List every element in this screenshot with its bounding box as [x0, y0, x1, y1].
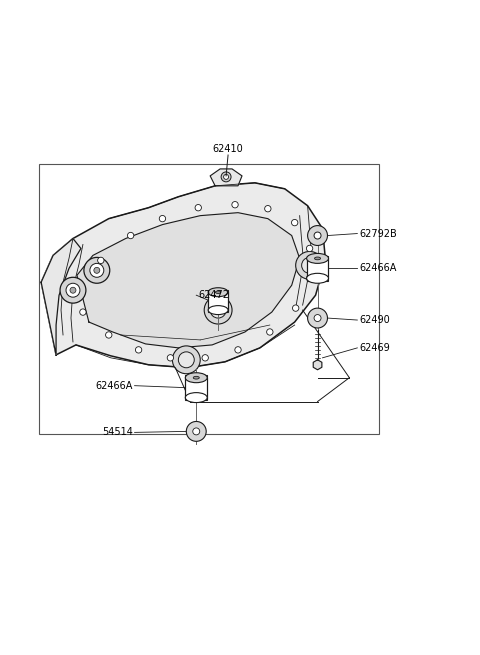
Circle shape [215, 307, 221, 313]
Circle shape [60, 277, 86, 303]
Circle shape [296, 252, 324, 279]
Ellipse shape [307, 253, 328, 263]
Circle shape [210, 302, 226, 318]
Polygon shape [77, 213, 300, 348]
Circle shape [195, 204, 202, 211]
Circle shape [84, 257, 110, 283]
Text: 62472: 62472 [198, 290, 229, 300]
Circle shape [308, 225, 327, 246]
Bar [39, 164, 379, 434]
Circle shape [314, 232, 321, 239]
Ellipse shape [185, 373, 207, 383]
Circle shape [224, 174, 228, 179]
Circle shape [232, 202, 238, 208]
Text: 54514: 54514 [102, 428, 132, 438]
Ellipse shape [216, 291, 221, 293]
Circle shape [179, 352, 194, 367]
Ellipse shape [307, 273, 328, 283]
Ellipse shape [185, 392, 207, 403]
Circle shape [172, 346, 200, 374]
Circle shape [90, 263, 104, 277]
Circle shape [235, 346, 241, 353]
Ellipse shape [208, 306, 228, 314]
Text: 62466A: 62466A [360, 263, 396, 273]
Text: 62469: 62469 [360, 343, 390, 353]
Circle shape [308, 308, 327, 328]
Circle shape [202, 354, 208, 361]
Circle shape [306, 245, 313, 252]
Bar [208, 290, 228, 312]
Circle shape [306, 275, 313, 282]
Circle shape [66, 283, 80, 297]
Circle shape [94, 267, 100, 273]
Ellipse shape [193, 377, 199, 379]
Circle shape [167, 354, 174, 361]
Polygon shape [313, 360, 322, 370]
Polygon shape [41, 238, 81, 355]
Text: 62792B: 62792B [360, 229, 397, 238]
Circle shape [70, 288, 76, 293]
Text: 62490: 62490 [360, 315, 390, 325]
Circle shape [128, 233, 134, 238]
Bar [185, 375, 207, 400]
Bar [307, 256, 328, 281]
Circle shape [291, 219, 298, 226]
Circle shape [159, 215, 166, 222]
Circle shape [80, 309, 86, 315]
Circle shape [186, 421, 206, 441]
Circle shape [267, 329, 273, 335]
Ellipse shape [208, 288, 228, 297]
Circle shape [106, 332, 112, 338]
Polygon shape [41, 183, 325, 367]
Ellipse shape [314, 257, 321, 260]
Text: 62410: 62410 [213, 144, 243, 154]
Circle shape [221, 172, 231, 182]
Circle shape [301, 257, 318, 273]
Circle shape [97, 257, 104, 263]
Circle shape [292, 305, 299, 311]
Circle shape [135, 346, 142, 353]
Circle shape [193, 428, 200, 435]
Polygon shape [210, 169, 242, 186]
Circle shape [314, 314, 321, 322]
Text: 62466A: 62466A [95, 381, 132, 390]
Circle shape [204, 296, 232, 324]
Circle shape [264, 206, 271, 212]
